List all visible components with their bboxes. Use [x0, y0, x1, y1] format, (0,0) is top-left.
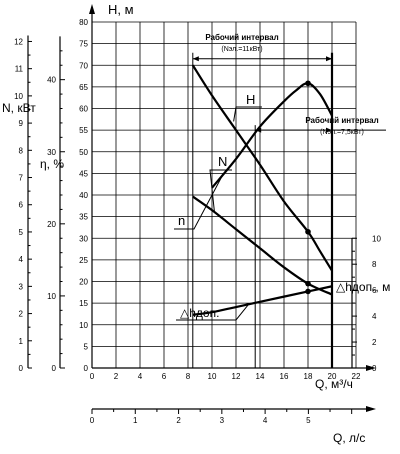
- dh-tick-label: 6: [372, 286, 377, 295]
- dh-tick-label: 8: [372, 260, 377, 269]
- q-m3h-tick-label: 4: [138, 372, 143, 381]
- n-tick-label: 12: [14, 37, 23, 46]
- q-ls-tick-label: 2: [176, 416, 181, 425]
- n-tick-label: 10: [14, 92, 23, 101]
- h-tick-label: 35: [79, 213, 88, 222]
- h-tick-label: 20: [79, 278, 88, 287]
- n-tick-label: 11: [15, 65, 24, 74]
- h-tick-label: 40: [79, 191, 88, 200]
- interval-1-title: Рабочий интервал: [205, 33, 278, 42]
- eta-tick-label: 20: [47, 220, 56, 229]
- interval-1-subtitle: (Nэл.=11кВт): [221, 46, 262, 53]
- q-m3h-tick-label: 10: [208, 372, 217, 381]
- h-tick-label: 10: [79, 321, 88, 330]
- operating-point-dot: [305, 280, 311, 287]
- q-axis-arrow: [366, 365, 376, 371]
- interval-1-arrow-left: [192, 56, 199, 62]
- q-m3h-tick-label: 2: [114, 372, 119, 381]
- eta-tick-label: 0: [52, 364, 57, 373]
- chart-grid: [91, 21, 357, 369]
- eta-tick-label: 10: [47, 292, 56, 301]
- h-tick-label: 55: [79, 126, 88, 135]
- q-m3h-tick-label: 16: [280, 372, 289, 381]
- dh-tick-label: 10: [372, 234, 381, 243]
- q-ls-tick-label: 3: [220, 416, 225, 425]
- leader-efficiency: [174, 176, 223, 230]
- power-curve: [192, 195, 333, 296]
- curve-label-n-power: N: [218, 154, 227, 169]
- chart-curves: [191, 64, 333, 316]
- q-ls-tick-label: 1: [133, 416, 138, 425]
- q-m3h-tick-label: 12: [232, 372, 241, 381]
- curve-label-npsh: △hдоп.: [180, 306, 219, 320]
- q-m3h-tick-label: 18: [304, 372, 313, 381]
- n-tick-label: 2: [19, 310, 24, 319]
- operating-point-dot: [305, 288, 311, 295]
- h-axis-arrow: [89, 4, 95, 14]
- n-axis-label: N, кВт: [2, 101, 36, 115]
- h-tick-label: 0: [84, 364, 89, 373]
- leader-npsh: [176, 304, 249, 321]
- dh-tick-label: 2: [372, 338, 377, 347]
- n-tick-label: 6: [19, 201, 24, 210]
- efficiency-curve: [211, 82, 333, 189]
- n-tick-label: 8: [19, 146, 24, 155]
- n-tick-label: 1: [19, 337, 24, 346]
- q-m3h-axis-label: Q, м³/ч: [315, 377, 353, 391]
- h-axis-label: H, м: [108, 2, 134, 17]
- q-ls-tick-label: 0: [90, 416, 95, 425]
- n-tick-label: 7: [19, 174, 24, 183]
- q-ls-tick-label: 4: [263, 416, 268, 425]
- interval-1-arrow-right: [326, 56, 332, 62]
- q-m3h-tick-label: 8: [186, 372, 191, 381]
- leader-h: [233, 106, 262, 122]
- q-m3h-tick-label: 14: [256, 372, 265, 381]
- chart-labels: [174, 52, 386, 368]
- h-tick-label: 75: [79, 40, 88, 49]
- h-tick-label: 70: [79, 61, 88, 70]
- n-tick-label: 3: [19, 282, 24, 291]
- eta-tick-label: 30: [47, 148, 56, 157]
- h-tick-label: 25: [79, 256, 88, 265]
- q-ls-tick-label: 5: [306, 416, 311, 425]
- n-tick-label: 4: [19, 255, 24, 264]
- leader-n-power: [209, 169, 232, 212]
- q-ls-axis-arrow: [366, 406, 376, 412]
- n-tick-label: 0: [19, 364, 24, 373]
- q-ls-axis-label: Q, л/с: [333, 431, 365, 445]
- q-m3h-tick-label: 0: [90, 372, 95, 381]
- interval-2-arrow-right: [326, 127, 332, 133]
- dh-tick-label: 0: [372, 364, 377, 373]
- head-curve: [191, 64, 333, 272]
- h-tick-label: 45: [79, 169, 88, 178]
- q-m3h-tick-label: 20: [328, 372, 337, 381]
- eta-tick-label: 40: [47, 76, 56, 85]
- interval-2-subtitle: (Nэл.=7,5кВт): [320, 129, 364, 136]
- curve-label-h: H: [246, 92, 255, 107]
- h-tick-label: 50: [79, 148, 88, 157]
- interval-2-title: Рабочий интервал: [305, 116, 378, 125]
- dh-tick-label: 4: [372, 312, 377, 321]
- curve-label-efficiency: n: [178, 213, 185, 228]
- dh-axis-label: △hдоп., м: [336, 280, 390, 294]
- n-tick-label: 9: [19, 119, 24, 128]
- h-tick-label: 30: [79, 234, 88, 243]
- operating-point-dot: [305, 228, 311, 235]
- h-tick-label: 65: [79, 83, 88, 92]
- h-tick-label: 80: [79, 18, 88, 27]
- q-m3h-tick-label: 6: [162, 372, 167, 381]
- h-tick-label: 15: [79, 299, 88, 308]
- n-tick-label: 5: [19, 228, 24, 237]
- h-tick-label: 60: [79, 105, 88, 114]
- interval-2-arrow-left: [255, 127, 262, 133]
- operating-point-dot: [305, 80, 311, 87]
- h-tick-label: 5: [84, 342, 89, 351]
- q-m3h-tick-label: 22: [352, 372, 361, 381]
- eta-axis-label: η, %: [40, 157, 64, 171]
